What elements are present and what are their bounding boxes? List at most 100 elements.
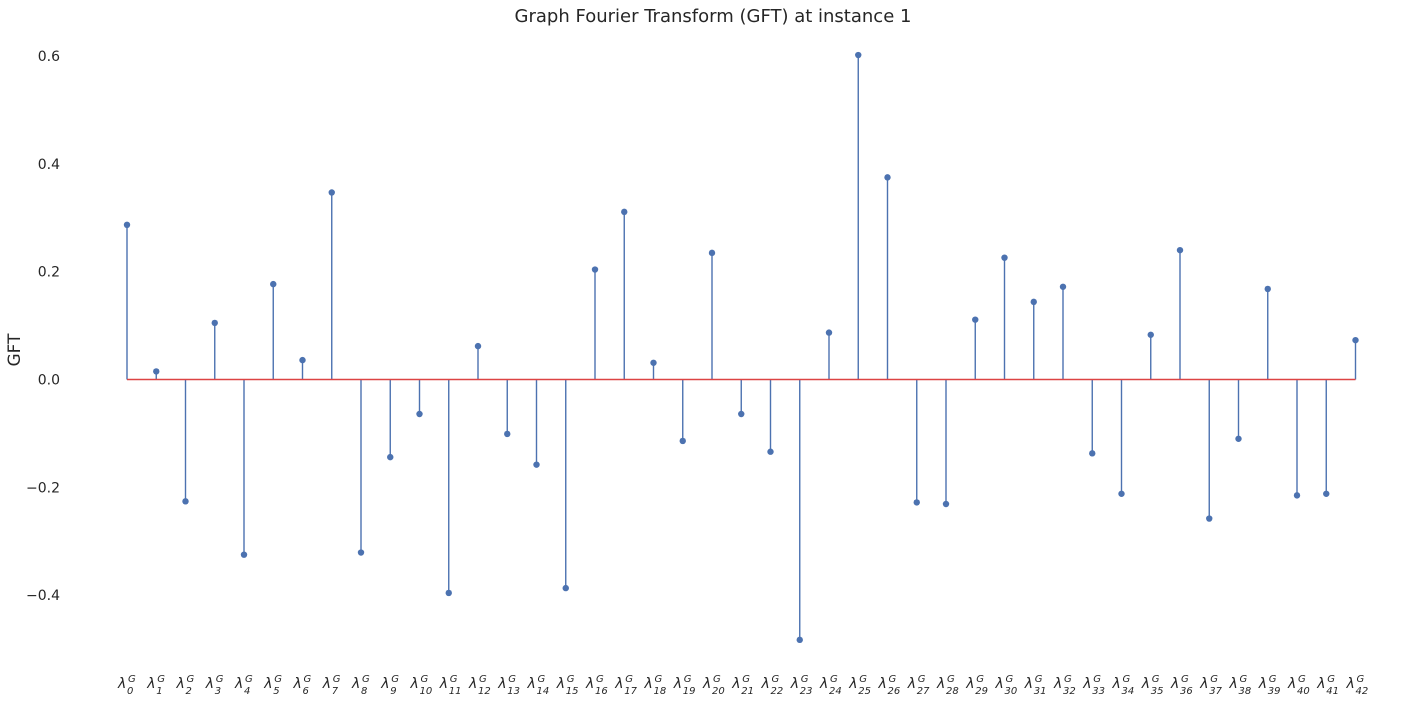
stem-marker [1118,490,1125,497]
x-tick-label: λ G 11 [439,674,462,697]
stem-marker [825,329,833,336]
stem-marker [591,266,599,273]
stem-marker [211,319,218,327]
x-tick-label: λ G 32 [1053,674,1076,697]
y-tick-label: 0.4 [38,157,60,173]
stem-marker [621,208,628,216]
x-tick-label: λ G 21 [731,674,754,697]
x-tick-label: λ G 33 [1082,674,1105,697]
stem-marker [1206,515,1213,522]
stem-marker [679,437,686,445]
x-tick-label: λ G 41 [1316,674,1339,697]
x-tick-label: λ G 19 [673,674,696,697]
x-tick-label: λ G 36 [1170,674,1193,697]
x-tick-label: λ G 29 [965,674,988,697]
y-axis-ticks: −0.4 −0.2 0.0 0.2 0.4 0.6 [26,49,60,604]
svg-text:λG2: λG2 [176,674,195,697]
x-tick-label: λ G 35 [1141,674,1164,697]
stem-marker [942,500,950,508]
x-tick-label: λ G 13 [497,674,520,697]
stem-marker [1059,283,1067,290]
x-tick-label: λ G 16 [585,674,608,697]
stem-marker [1264,285,1271,293]
stem-marker [767,448,774,455]
stem-marker [562,584,569,592]
stem-marker [357,549,365,556]
x-tick-label: λ G 25 [848,674,871,697]
svg-text:λG1: λG1 [146,674,165,697]
stem-marker [1235,435,1242,442]
stem-marker [474,342,482,350]
x-tick-label: λ G 28 [936,674,959,697]
x-tick-label: λ G 23 [790,674,813,697]
x-tick-label: λ G 22 [761,674,784,697]
stem-marker [972,316,979,323]
y-tick-label: 0.6 [38,49,60,65]
x-tick-label: λ G 34 [1112,674,1135,697]
x-tick-label: λ G 17 [614,674,637,697]
svg-text:λG6: λG6 [293,674,312,697]
stem-marker [240,551,248,558]
x-tick-label: λ G 38 [1229,674,1252,697]
stem-marker [1323,490,1330,497]
stem-marker [387,453,394,461]
stem-marker [416,410,423,418]
stem-marker [1176,246,1184,254]
stem-marker [153,368,160,375]
x-tick-label: λ G 42 [1346,674,1369,697]
x-tick-label: λ G 18 [644,674,667,697]
stem-marker [1352,336,1359,344]
svg-text:λG4: λG4 [234,674,253,697]
x-tick-label: λ G 14 [527,674,550,697]
stem-marker [504,430,511,438]
stem-series [123,51,1359,644]
x-tick-label: λ G 40 [1287,674,1310,697]
stem-marker [1147,331,1154,338]
x-tick-label: λ G 27 [907,674,930,697]
x-tick-label: λ G 12 [468,674,491,697]
svg-text:λG0: λG0 [117,674,136,697]
stem-marker [270,280,277,288]
stem-marker [1089,450,1096,457]
stem-marker [182,498,189,505]
stem-marker [650,359,657,366]
svg-text:λG8: λG8 [351,674,370,697]
stem-marker [796,636,803,644]
svg-text:λG7: λG7 [322,674,341,697]
stem-marker [1030,298,1037,306]
stem-marker [884,174,891,181]
